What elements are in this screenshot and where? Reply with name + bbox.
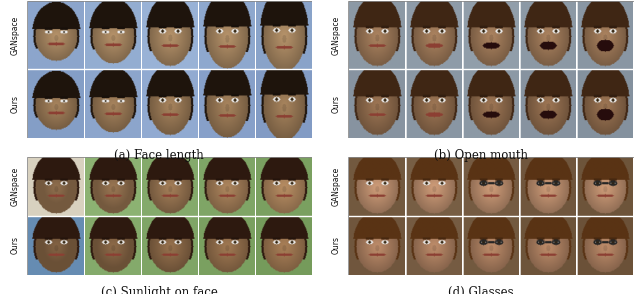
Text: Ours: Ours (11, 236, 20, 255)
Text: Ours: Ours (332, 236, 341, 255)
Text: GANspace: GANspace (11, 15, 20, 55)
Text: (b) Open mouth: (b) Open mouth (434, 149, 527, 162)
Text: Ours: Ours (11, 95, 20, 113)
Text: GANspace: GANspace (332, 15, 341, 55)
Text: (a) Face length: (a) Face length (115, 149, 204, 162)
Text: GANspace: GANspace (11, 167, 20, 206)
Text: (d) Glasses: (d) Glasses (448, 286, 513, 294)
Text: GANspace: GANspace (332, 167, 341, 206)
Text: (c) Sunlight on face: (c) Sunlight on face (101, 286, 218, 294)
Text: Ours: Ours (332, 95, 341, 113)
